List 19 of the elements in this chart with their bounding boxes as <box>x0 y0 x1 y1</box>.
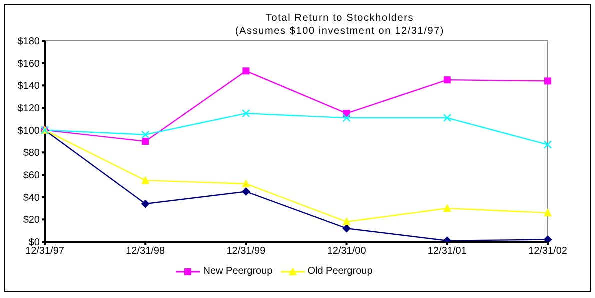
legend-label: New Peergroup <box>202 266 273 278</box>
chart-title: Total Return to Stockholders <box>264 12 416 25</box>
chart-subtitle: (Assumes $100 investment on 12/31/97) <box>234 25 446 38</box>
y-tick-label: $180 <box>18 36 40 48</box>
x-tick-label: 12/31/99 <box>226 246 266 258</box>
x-tick-label: 12/31/02 <box>528 246 568 258</box>
legend-label: Old Peergroup <box>306 266 373 278</box>
y-tick-label: $80 <box>23 148 40 160</box>
y-tick-label: $120 <box>18 104 40 115</box>
y-tick-label: $100 <box>18 126 40 137</box>
x-tick-label: 12/31/00 <box>327 246 367 258</box>
x-tick-label: 12/31/98 <box>126 246 166 258</box>
y-tick-label: $40 <box>23 192 40 204</box>
x-tick-label: 12/31/97 <box>26 246 65 258</box>
y-tick-label: $140 <box>18 81 40 92</box>
y-tick-label: $60 <box>23 170 40 182</box>
y-tick-label: $160 <box>18 58 40 70</box>
x-tick-label: 12/31/01 <box>428 246 468 258</box>
y-tick-label: $20 <box>23 215 40 226</box>
